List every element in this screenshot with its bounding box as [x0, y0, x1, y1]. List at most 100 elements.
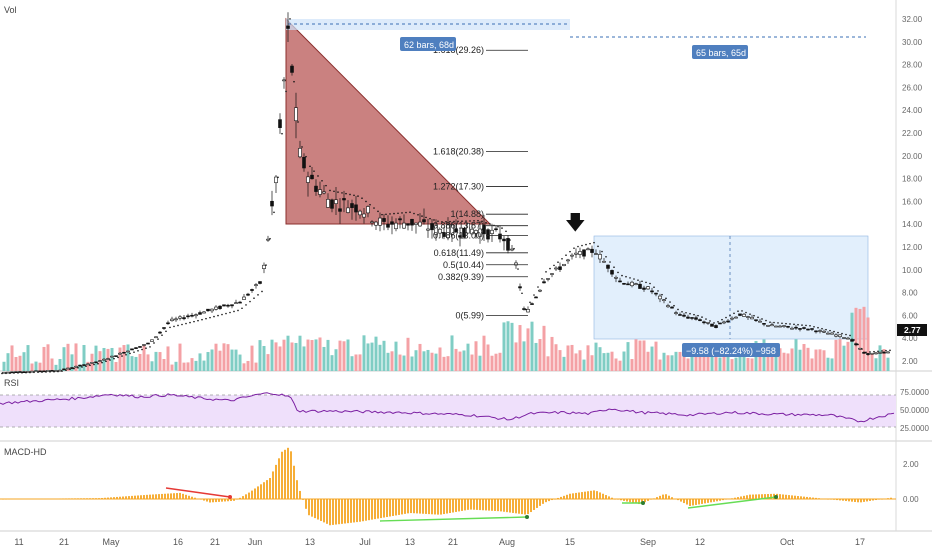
volume-bar: [626, 342, 630, 371]
candle-body: [90, 362, 94, 364]
sar-dot: [681, 310, 683, 313]
candle-body: [862, 352, 866, 354]
candle-body: [842, 337, 846, 339]
divergence-point: [774, 495, 778, 499]
sar-dot: [181, 323, 183, 326]
sar-dot: [61, 370, 63, 372]
volume-bar: [518, 325, 522, 371]
candle-body: [562, 263, 566, 266]
macd-bar: [134, 495, 136, 499]
sar-dot: [757, 316, 759, 319]
volume-bar: [122, 345, 126, 371]
candle-body: [198, 312, 202, 315]
candle-body: [582, 249, 586, 257]
volume-bar: [502, 322, 506, 371]
macd-bar: [65, 498, 67, 500]
macd-bar: [164, 493, 166, 499]
sar-dot: [469, 220, 471, 222]
volume-bar: [14, 356, 18, 371]
sar-dot: [589, 242, 591, 245]
macd-bar: [518, 499, 520, 514]
volume-bar: [446, 356, 450, 371]
sar-dot: [653, 286, 655, 289]
candle-body: [138, 346, 142, 348]
candle-body: [818, 330, 822, 332]
candle-body: [150, 339, 154, 342]
macd-bar: [890, 497, 892, 499]
sar-dot: [793, 323, 795, 326]
price-range-box[interactable]: [593, 235, 869, 340]
volume-bar: [426, 349, 430, 371]
volume-bar: [318, 337, 322, 371]
macd-bar: [188, 495, 190, 499]
volume-bar: [354, 354, 358, 371]
sar-dot: [741, 310, 743, 312]
sar-dot: [81, 366, 83, 368]
price-tick-label: 20.00: [902, 152, 923, 161]
volume-bar: [370, 342, 374, 371]
candle-body: [94, 361, 98, 364]
macd-bar: [530, 499, 532, 513]
candle-body: [246, 293, 250, 296]
sar-dot: [449, 220, 451, 223]
time-tick-label: Sep: [640, 537, 656, 547]
sar-dot: [873, 350, 875, 353]
volume-bar: [274, 342, 278, 371]
sar-dot: [137, 350, 139, 352]
sar-dot: [505, 230, 507, 233]
macd-bar: [656, 497, 658, 499]
candle-body: [810, 328, 814, 330]
fib-extension[interactable]: 1.618(29.26) 1.618(20.38) 1.272(17.30) 1(14…: [433, 45, 528, 321]
candle-body: [694, 317, 698, 320]
volume-bar: [798, 349, 802, 371]
volume-bar: [78, 364, 82, 371]
volume-bar: [750, 358, 754, 371]
candle-body: [154, 336, 158, 339]
sar-dot: [201, 318, 203, 321]
macd-bar: [725, 499, 727, 500]
volume-bar: [810, 358, 814, 371]
sar-dot: [397, 212, 399, 215]
candle-body: [266, 238, 270, 241]
sar-dot: [581, 244, 583, 247]
divergence-point: [228, 495, 232, 499]
volume-bar: [722, 350, 726, 371]
sar-dot: [737, 310, 739, 312]
sar-dot: [125, 353, 127, 356]
candle-body: [446, 223, 450, 238]
volume-bar: [306, 339, 310, 371]
macd-bar: [599, 492, 601, 499]
macd-bar: [140, 495, 142, 499]
macd-bar: [359, 499, 361, 522]
macd-bar: [539, 499, 541, 506]
sar-dot: [641, 280, 643, 283]
macd-bar: [356, 499, 358, 523]
sar-dot: [385, 213, 387, 216]
sar-dot: [849, 334, 851, 337]
candle-body: [166, 322, 170, 325]
bars-tag-1: [400, 37, 456, 51]
volume-bar: [262, 346, 266, 371]
macd-bar: [86, 498, 88, 499]
candle-body: [158, 331, 162, 334]
volume-bar: [282, 339, 286, 371]
sar-dot: [885, 349, 887, 352]
volume-bar: [882, 349, 886, 371]
macd-bar: [191, 496, 193, 499]
candle-body: [618, 280, 622, 283]
sar-dot: [57, 370, 59, 373]
volume-bar: [850, 312, 854, 371]
sar-dot: [877, 350, 879, 353]
macd-bar: [2, 498, 4, 500]
volume-bar: [654, 341, 658, 371]
fib-label: 0.5(10.44): [443, 260, 484, 270]
price-axis[interactable]: 32.00 30.00 28.00 26.00 24.00 22.00 20.00 18.00…: [902, 15, 923, 366]
volume-bar: [702, 353, 706, 371]
macd-bar: [227, 499, 229, 502]
candle-body: [554, 267, 558, 270]
sar-dot: [769, 321, 771, 323]
time-axis[interactable]: 11 21 May 16 21 Jun 13 Jul 13 21 Aug 15 Sep 12 Oct 17: [14, 537, 865, 547]
macd-bar: [884, 498, 886, 500]
volume-bar: [210, 349, 214, 371]
macd-bar: [887, 498, 889, 499]
